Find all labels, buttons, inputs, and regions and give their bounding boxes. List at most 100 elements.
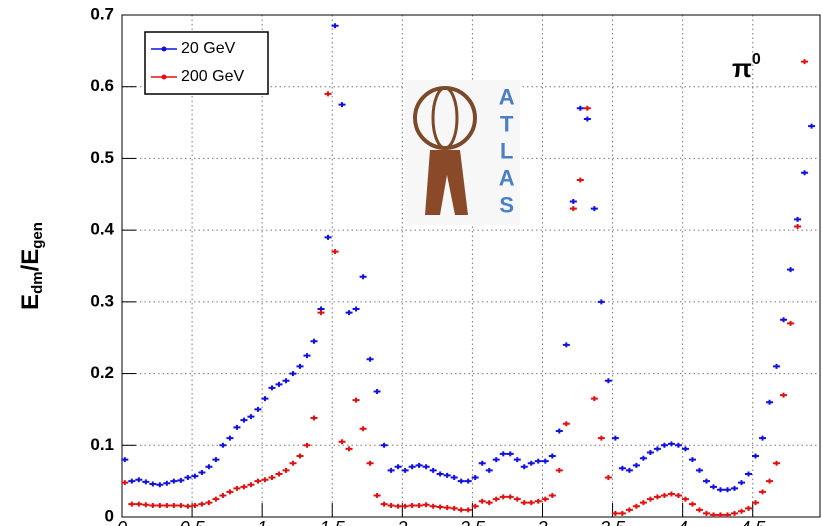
point [212,497,219,502]
point [346,310,353,315]
point [745,471,752,476]
point [577,106,584,111]
point [479,499,486,504]
point [570,199,577,204]
point [339,439,346,444]
point [311,416,318,421]
point [703,479,710,484]
point [311,339,318,344]
point [325,235,332,240]
point [346,446,353,451]
x-tick-label: 2 [396,518,407,526]
point [254,479,261,484]
point [240,418,247,423]
point [661,443,668,448]
point [794,224,801,229]
point [787,321,794,326]
point [444,505,451,510]
point [205,464,212,469]
point [458,479,465,484]
x-tick-label: 3 [537,518,547,526]
point [128,502,135,507]
point [633,463,640,468]
point [696,468,703,473]
point [184,504,191,509]
point [640,500,647,505]
point [444,473,451,478]
point [647,497,654,502]
x-tick-label: 2.5 [459,518,486,526]
point [416,463,423,468]
point [696,507,703,512]
point [808,124,815,129]
point [198,502,205,507]
point [247,482,254,487]
point [486,468,493,473]
point [402,468,409,473]
x-tick-label: 1 [257,518,267,526]
legend-marker [162,75,167,80]
x-tick-label: 0.5 [180,518,206,526]
point [304,443,311,448]
point [275,382,282,387]
point [219,493,226,498]
x-tick-label: 3.5 [600,518,626,526]
point [240,484,247,489]
point [423,464,430,469]
point [535,459,542,464]
point [507,451,514,456]
point [388,468,395,473]
point [395,504,402,509]
point [759,489,766,494]
point [233,486,240,491]
y-label-part: E [17,294,44,310]
point [773,364,780,369]
point [163,481,170,486]
point [170,479,177,484]
point [591,396,598,401]
point [170,503,177,508]
point [268,475,275,480]
y-label-part: dm [29,271,46,294]
point [514,457,521,462]
point [205,500,212,505]
x-tick-label: 0 [117,518,127,526]
point [570,206,577,211]
point [542,459,549,464]
point [668,492,675,497]
point [500,494,507,499]
point [353,307,360,312]
point [437,471,444,476]
logo-text: ATLAS [494,85,519,220]
point [738,509,745,514]
point [297,454,304,459]
annotation-part: π [732,53,752,83]
point [149,503,156,508]
point [584,106,591,111]
point [549,493,556,498]
point [451,475,458,480]
annotation: π0 [732,51,761,83]
point [416,503,423,508]
chart: Edm/Egen π0 00.10.20.30.40.50.60.700.511… [0,0,822,526]
point [353,398,360,403]
y-tick-label: 0.1 [90,435,114,454]
point [521,464,528,469]
point [268,385,275,390]
legend-marker [162,47,167,52]
point [528,500,535,505]
point [486,500,493,505]
point [451,506,458,511]
point [626,468,633,473]
point [514,497,521,502]
point [626,507,633,512]
point [212,457,219,462]
point [710,484,717,489]
point [409,503,416,508]
point [395,464,402,469]
point [787,267,794,272]
point [549,454,556,459]
point [521,500,528,505]
point [717,487,724,492]
point [528,461,535,466]
